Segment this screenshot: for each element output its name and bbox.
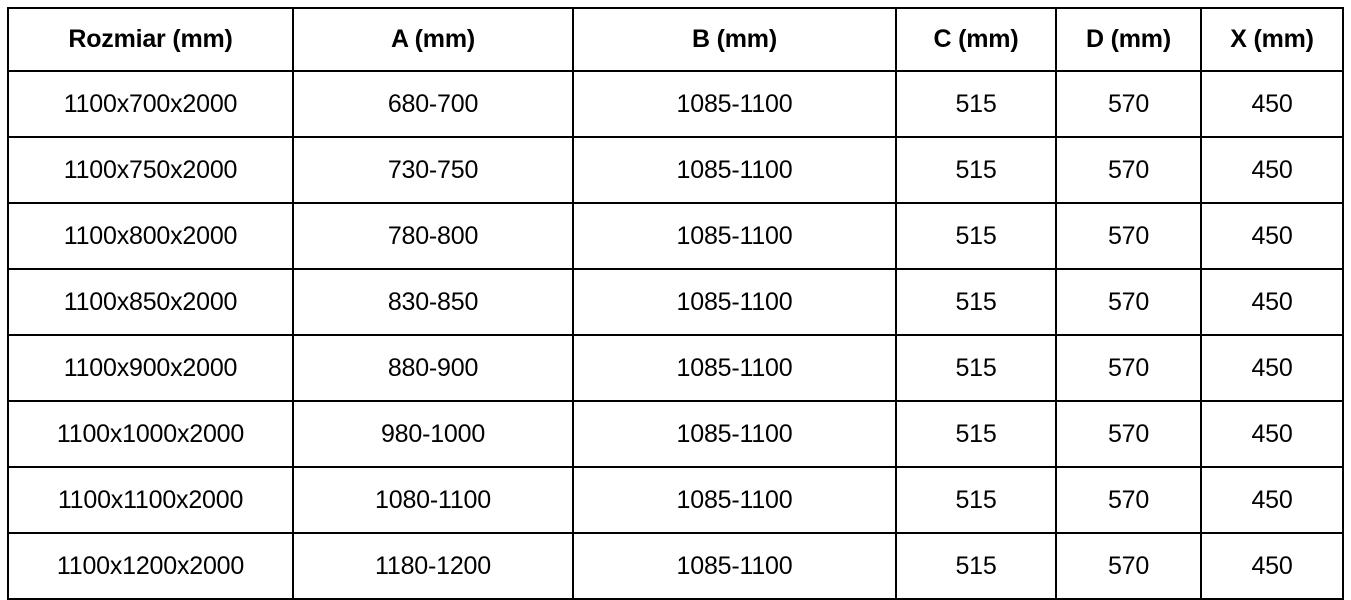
cell-d: 570 <box>1055 532 1202 600</box>
cell-size: 1100x750x2000 <box>7 136 294 204</box>
cell-a: 680-700 <box>292 70 574 138</box>
cell-d: 570 <box>1055 466 1202 534</box>
cell-a: 1180-1200 <box>292 532 574 600</box>
table-row: 1100x750x2000 730-750 1085-1100 515 570 … <box>7 136 1344 204</box>
cell-d: 570 <box>1055 334 1202 402</box>
cell-c: 515 <box>895 136 1057 204</box>
cell-size: 1100x800x2000 <box>7 202 294 270</box>
table-row: 1100x800x2000 780-800 1085-1100 515 570 … <box>7 202 1344 270</box>
cell-x: 450 <box>1200 466 1344 534</box>
column-header-b: B (mm) <box>572 7 897 72</box>
cell-a: 880-900 <box>292 334 574 402</box>
table-row: 1100x850x2000 830-850 1085-1100 515 570 … <box>7 268 1344 336</box>
cell-x: 450 <box>1200 334 1344 402</box>
cell-x: 450 <box>1200 400 1344 468</box>
cell-size: 1100x900x2000 <box>7 334 294 402</box>
column-header-d: D (mm) <box>1055 7 1202 72</box>
cell-b: 1085-1100 <box>572 136 897 204</box>
cell-a: 980-1000 <box>292 400 574 468</box>
cell-d: 570 <box>1055 136 1202 204</box>
cell-b: 1085-1100 <box>572 400 897 468</box>
cell-c: 515 <box>895 268 1057 336</box>
cell-b: 1085-1100 <box>572 334 897 402</box>
table-row: 1100x1200x2000 1180-1200 1085-1100 515 5… <box>7 532 1344 600</box>
cell-c: 515 <box>895 70 1057 138</box>
column-header-x: X (mm) <box>1200 7 1344 72</box>
cell-a: 730-750 <box>292 136 574 204</box>
cell-x: 450 <box>1200 70 1344 138</box>
cell-x: 450 <box>1200 268 1344 336</box>
cell-c: 515 <box>895 334 1057 402</box>
cell-d: 570 <box>1055 268 1202 336</box>
cell-size: 1100x1100x2000 <box>7 466 294 534</box>
cell-size: 1100x1200x2000 <box>7 532 294 600</box>
cell-b: 1085-1100 <box>572 532 897 600</box>
cell-b: 1085-1100 <box>572 202 897 270</box>
cell-b: 1085-1100 <box>572 466 897 534</box>
cell-c: 515 <box>895 532 1057 600</box>
specification-table: Rozmiar (mm) A (mm) B (mm) C (mm) D (mm)… <box>7 7 1344 600</box>
cell-c: 515 <box>895 466 1057 534</box>
cell-d: 570 <box>1055 400 1202 468</box>
table-row: 1100x700x2000 680-700 1085-1100 515 570 … <box>7 70 1344 138</box>
cell-d: 570 <box>1055 202 1202 270</box>
table-header: Rozmiar (mm) A (mm) B (mm) C (mm) D (mm)… <box>7 7 1344 72</box>
table-row: 1100x1100x2000 1080-1100 1085-1100 515 5… <box>7 466 1344 534</box>
cell-size: 1100x1000x2000 <box>7 400 294 468</box>
table-row: 1100x900x2000 880-900 1085-1100 515 570 … <box>7 334 1344 402</box>
cell-x: 450 <box>1200 136 1344 204</box>
cell-c: 515 <box>895 400 1057 468</box>
cell-b: 1085-1100 <box>572 70 897 138</box>
cell-size: 1100x700x2000 <box>7 70 294 138</box>
column-header-c: C (mm) <box>895 7 1057 72</box>
cell-c: 515 <box>895 202 1057 270</box>
cell-x: 450 <box>1200 202 1344 270</box>
cell-a: 780-800 <box>292 202 574 270</box>
cell-x: 450 <box>1200 532 1344 600</box>
cell-size: 1100x850x2000 <box>7 268 294 336</box>
cell-a: 1080-1100 <box>292 466 574 534</box>
cell-b: 1085-1100 <box>572 268 897 336</box>
table-body: 1100x700x2000 680-700 1085-1100 515 570 … <box>7 70 1344 600</box>
cell-d: 570 <box>1055 70 1202 138</box>
column-header-a: A (mm) <box>292 7 574 72</box>
cell-a: 830-850 <box>292 268 574 336</box>
table-row: 1100x1000x2000 980-1000 1085-1100 515 57… <box>7 400 1344 468</box>
column-header-size: Rozmiar (mm) <box>7 7 294 72</box>
table-header-row: Rozmiar (mm) A (mm) B (mm) C (mm) D (mm)… <box>7 7 1344 72</box>
